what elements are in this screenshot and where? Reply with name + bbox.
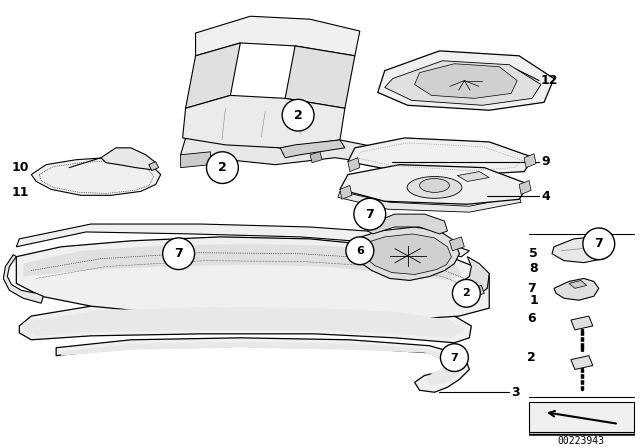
Polygon shape bbox=[348, 138, 534, 175]
Polygon shape bbox=[524, 154, 536, 168]
Text: 00223943: 00223943 bbox=[557, 436, 604, 446]
Polygon shape bbox=[458, 172, 489, 181]
Text: 2: 2 bbox=[527, 351, 536, 364]
Text: 4: 4 bbox=[541, 190, 550, 203]
Polygon shape bbox=[23, 244, 461, 280]
Text: 6: 6 bbox=[527, 311, 536, 324]
Text: 3: 3 bbox=[511, 386, 520, 399]
Polygon shape bbox=[352, 242, 368, 256]
Polygon shape bbox=[186, 43, 241, 108]
Polygon shape bbox=[529, 402, 634, 432]
Polygon shape bbox=[519, 181, 531, 194]
Polygon shape bbox=[552, 237, 611, 263]
Ellipse shape bbox=[420, 178, 449, 192]
Polygon shape bbox=[340, 185, 352, 199]
Polygon shape bbox=[56, 338, 469, 392]
Polygon shape bbox=[449, 237, 465, 251]
Polygon shape bbox=[280, 140, 345, 158]
Polygon shape bbox=[340, 165, 529, 204]
Polygon shape bbox=[362, 234, 451, 275]
Text: 5: 5 bbox=[529, 247, 538, 260]
Text: 7: 7 bbox=[527, 282, 536, 295]
Polygon shape bbox=[17, 237, 489, 320]
Polygon shape bbox=[571, 316, 593, 330]
Polygon shape bbox=[474, 285, 484, 296]
Polygon shape bbox=[180, 152, 211, 168]
Circle shape bbox=[163, 238, 195, 270]
Circle shape bbox=[346, 237, 374, 265]
Text: 10: 10 bbox=[12, 161, 29, 174]
Polygon shape bbox=[571, 356, 593, 370]
Text: 11: 11 bbox=[12, 186, 29, 199]
Text: 2: 2 bbox=[294, 109, 303, 122]
Polygon shape bbox=[378, 51, 554, 110]
Text: 2: 2 bbox=[463, 289, 470, 298]
Polygon shape bbox=[529, 432, 634, 435]
Polygon shape bbox=[285, 46, 355, 108]
Polygon shape bbox=[61, 342, 462, 385]
Circle shape bbox=[440, 344, 468, 371]
Polygon shape bbox=[196, 16, 360, 56]
Polygon shape bbox=[101, 148, 156, 170]
Polygon shape bbox=[353, 227, 460, 280]
Polygon shape bbox=[310, 152, 322, 163]
Text: 1: 1 bbox=[529, 294, 538, 307]
Circle shape bbox=[583, 228, 614, 260]
Polygon shape bbox=[180, 138, 390, 165]
Text: 7: 7 bbox=[451, 353, 458, 362]
Text: 7: 7 bbox=[595, 237, 603, 250]
Text: 8: 8 bbox=[529, 262, 538, 275]
Polygon shape bbox=[19, 303, 471, 343]
Circle shape bbox=[282, 99, 314, 131]
Polygon shape bbox=[554, 279, 599, 300]
Text: 12: 12 bbox=[541, 74, 559, 87]
Circle shape bbox=[207, 152, 238, 184]
Text: 7: 7 bbox=[365, 207, 374, 220]
Polygon shape bbox=[338, 191, 521, 212]
Text: 2: 2 bbox=[218, 161, 227, 174]
Polygon shape bbox=[415, 64, 517, 99]
Polygon shape bbox=[148, 162, 159, 171]
Text: 7: 7 bbox=[174, 247, 183, 260]
Polygon shape bbox=[454, 257, 489, 303]
Circle shape bbox=[452, 280, 480, 307]
Circle shape bbox=[354, 198, 386, 230]
Polygon shape bbox=[23, 307, 465, 338]
Polygon shape bbox=[385, 61, 541, 105]
Polygon shape bbox=[348, 158, 360, 172]
Polygon shape bbox=[17, 224, 469, 257]
Text: 6: 6 bbox=[356, 246, 364, 256]
Ellipse shape bbox=[407, 177, 462, 198]
Polygon shape bbox=[3, 255, 44, 303]
Polygon shape bbox=[182, 95, 345, 148]
Polygon shape bbox=[569, 280, 587, 289]
Polygon shape bbox=[31, 158, 161, 195]
Text: 9: 9 bbox=[541, 155, 550, 168]
Polygon shape bbox=[368, 214, 447, 234]
